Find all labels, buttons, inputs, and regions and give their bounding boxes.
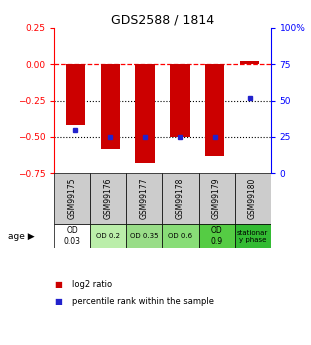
Bar — [136, 64, 155, 163]
Text: stationar
y phase: stationar y phase — [237, 229, 268, 243]
Bar — [162, 174, 198, 224]
Text: OD
0.03: OD 0.03 — [64, 226, 81, 246]
Text: GSM99180: GSM99180 — [248, 178, 257, 219]
Text: GSM99176: GSM99176 — [104, 178, 113, 219]
Bar — [205, 64, 224, 156]
Bar — [198, 224, 234, 248]
Text: GSM99177: GSM99177 — [140, 178, 149, 219]
Text: percentile rank within the sample: percentile rank within the sample — [72, 297, 214, 306]
Bar — [101, 64, 120, 149]
Bar — [54, 174, 91, 224]
Text: log2 ratio: log2 ratio — [72, 280, 112, 289]
Bar — [54, 224, 91, 248]
Bar — [91, 174, 127, 224]
Text: ■: ■ — [54, 297, 62, 306]
Bar — [198, 174, 234, 224]
Bar — [170, 64, 189, 137]
Text: OD 0.2: OD 0.2 — [96, 233, 120, 239]
Bar — [234, 224, 271, 248]
Text: OD
0.9: OD 0.9 — [211, 226, 223, 246]
Title: GDS2588 / 1814: GDS2588 / 1814 — [111, 13, 214, 27]
Text: age ▶: age ▶ — [8, 231, 35, 240]
Bar — [127, 224, 162, 248]
Text: OD 0.6: OD 0.6 — [169, 233, 193, 239]
Text: GSM99178: GSM99178 — [176, 178, 185, 219]
Bar — [91, 224, 127, 248]
Bar — [66, 64, 85, 125]
Bar — [240, 61, 259, 64]
Text: OD 0.35: OD 0.35 — [130, 233, 159, 239]
Text: ■: ■ — [54, 280, 62, 289]
Bar — [234, 174, 271, 224]
Text: GSM99175: GSM99175 — [68, 178, 77, 219]
Text: GSM99179: GSM99179 — [212, 178, 221, 219]
Bar — [162, 224, 198, 248]
Bar — [127, 174, 162, 224]
